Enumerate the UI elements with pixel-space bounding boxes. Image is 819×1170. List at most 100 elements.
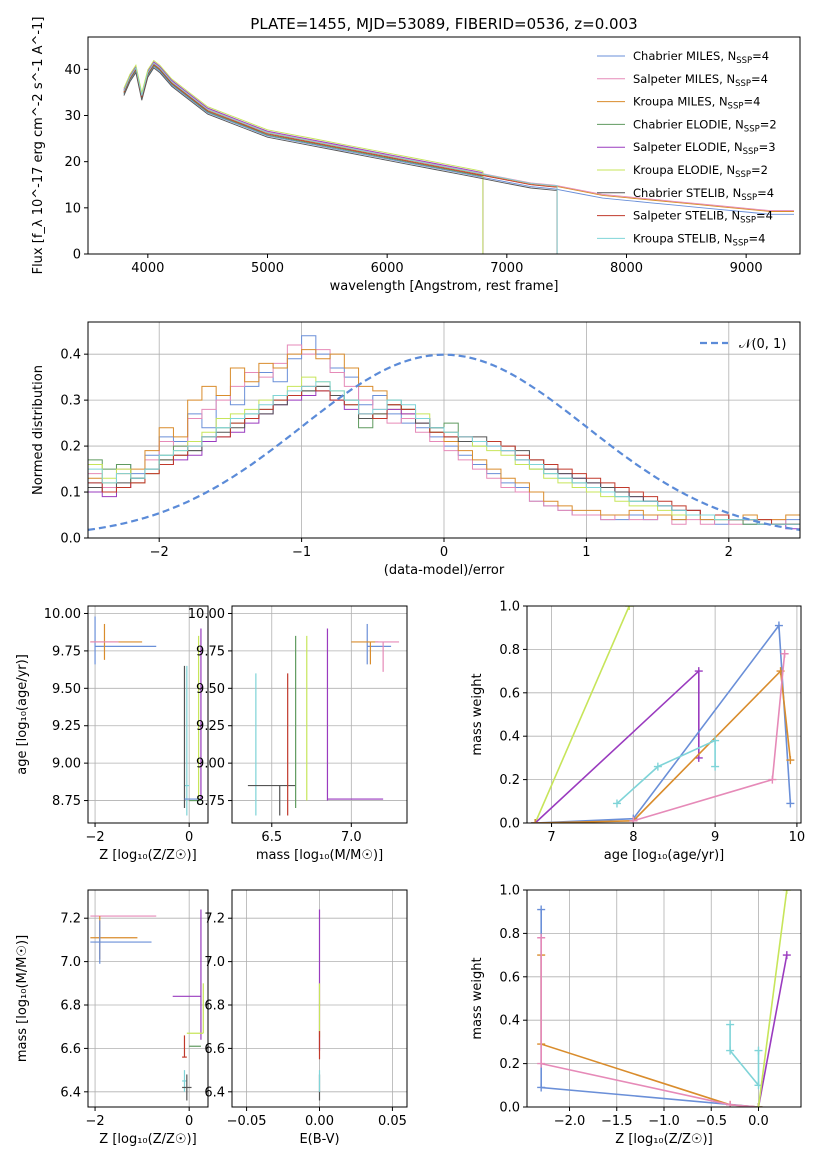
y-tick-label: 0.2 [499,773,520,788]
errorbar-point [182,1070,187,1092]
y-tick-label: 8.75 [196,794,225,809]
panel-weight-vs-Z: −2.0 −1.5 −1.0 −0.5 0.0 0.0 0.2 0.4 0.6 0.8 1.0 Z [… [470,884,802,1147]
y-tick-label: 0.8 [499,643,520,658]
legend-entry: Chabrier MILES, NSSP=4 [633,49,769,66]
y-tick-label: 0.6 [499,686,520,701]
x-tick-label: 7 [547,830,555,845]
x-tick-label: −0.05 [227,1114,267,1129]
x-tick-label: 6.5 [261,830,282,845]
y-tick-label: 10.00 [44,607,81,622]
y-tick-label: 9.00 [52,757,81,772]
y-tick-label: 0.4 [499,730,520,745]
plot-area [90,909,204,1101]
weight-marker [726,1020,735,1029]
weight-series-line [616,739,716,805]
weight-marker [653,762,662,771]
y-tick-label: 0.0 [499,1101,520,1116]
x-axis-label: wavelength [Angstrom, rest frame] [330,279,559,294]
weight-marker [711,762,720,771]
y-tick-label: 0 [73,248,81,263]
legend-entry: Chabrier ELODIE, NSSP=2 [633,117,777,134]
spectrum-series-line [123,59,484,254]
legend-entry: Salpeter STELIB, NSSP=4 [633,209,773,226]
x-tick-label: 8 [629,830,637,845]
weight-marker [782,951,791,960]
y-tick-label: 20 [64,155,81,170]
weight-marker [711,736,720,745]
x-tick-label: 4000 [131,261,164,276]
x-tick-label: 5000 [251,261,284,276]
figure-title: PLATE=1455, MJD=53089, FIBERID=0536, z=0… [250,15,637,33]
weight-marker [694,667,703,676]
x-tick-label: −2 [85,830,104,845]
errorbar-point [94,616,157,665]
normal-curve [88,353,800,531]
spectrum-series-line [123,64,484,254]
errorbar-point [90,916,138,960]
spectrum-series-line [123,65,794,215]
panel-age-vs-Z: −2 0 8.75 9.00 9.25 9.50 9.75 10.00 Z [log₁₀(Z/Z… [15,605,209,863]
weight-series-line [540,909,759,1107]
histogram-series-line [88,381,800,525]
panel-mass-vs-ebv: −0.05 0.00 0.05 6.4 6.6 6.8 7.0 7.2 E(B-V) [204,889,408,1147]
plot-area [88,335,800,531]
weight-marker [768,775,777,784]
y-tick-label: 6.4 [204,1085,225,1100]
y-tick-label: 6.4 [60,1085,81,1100]
legend-entry: Salpeter ELODIE, NSSP=3 [633,140,776,157]
x-tick-label: 7.0 [341,830,362,845]
x-tick-label: 9 [711,830,719,845]
x-axis-label: E(B-V) [299,1132,339,1147]
y-tick-label: 40 [64,63,81,78]
x-tick-label: −2.0 [554,1114,586,1129]
plot-area [90,616,202,816]
weight-marker [531,819,540,823]
x-tick-label: −1 [292,545,311,560]
legend-entry: Kroupa MILES, NSSP=4 [633,95,760,112]
y-tick-label: 6.8 [60,999,81,1014]
y-tick-label: 0.1 [60,486,81,501]
plot-area [531,606,795,823]
weight-marker [537,933,546,942]
axes-frame [87,889,209,1108]
x-axis-label: mass [log₁₀(M/M☉)] [256,848,383,863]
weight-marker [786,799,795,808]
x-tick-label: −2 [150,545,169,560]
x-tick-label: 9000 [730,261,763,276]
axes-frame [231,605,408,824]
weight-marker [537,1059,546,1068]
weight-marker [612,799,621,808]
x-axis-label: Z [log₁₀(Z/Z☉)] [99,848,196,863]
weight-marker [629,816,638,823]
y-tick-label: 6.6 [204,1042,225,1057]
axes-frame [87,36,801,255]
x-tick-label: 0 [440,545,448,560]
x-tick-label: −2 [85,1114,104,1129]
x-axis-label: Z [log₁₀(Z/Z☉)] [99,1132,196,1147]
errorbar-point [90,920,152,964]
x-tick-label: 0.05 [378,1114,407,1129]
errorbar-point [375,641,400,672]
y-tick-label: 7.2 [204,912,225,927]
errorbar-point [351,641,379,665]
weight-marker [782,890,791,894]
weight-series-line [534,606,630,823]
panel-age-vs-mass: 6.5 7.0 8.75 9.00 9.25 9.50 9.75 10.00 mass [log… [188,605,408,863]
x-tick-label: 0.0 [748,1114,769,1129]
x-tick-label: 6000 [371,261,404,276]
weight-marker [754,1103,763,1107]
x-tick-label: 2 [725,545,733,560]
y-tick-label: 0.6 [499,970,520,985]
y-tick-label: 1.0 [499,600,520,615]
panel-residuals: −2 −1 0 1 2 0.0 0.1 0.2 0.3 0.4 (data-model)/error… [31,321,801,578]
errorbar-point [366,623,392,665]
y-tick-label: 0.0 [60,532,81,547]
weight-series-line [535,669,792,823]
panel-weight-vs-age: 7 8 9 10 0.0 0.2 0.4 0.6 0.8 1.0 age [log₁₀(age/yr… [470,600,805,864]
spectrum-series-line [123,67,558,254]
weight-marker [774,621,783,630]
weight-series-line [540,937,759,1107]
plot-area [247,623,400,816]
y-tick-label: 9.25 [52,719,81,734]
